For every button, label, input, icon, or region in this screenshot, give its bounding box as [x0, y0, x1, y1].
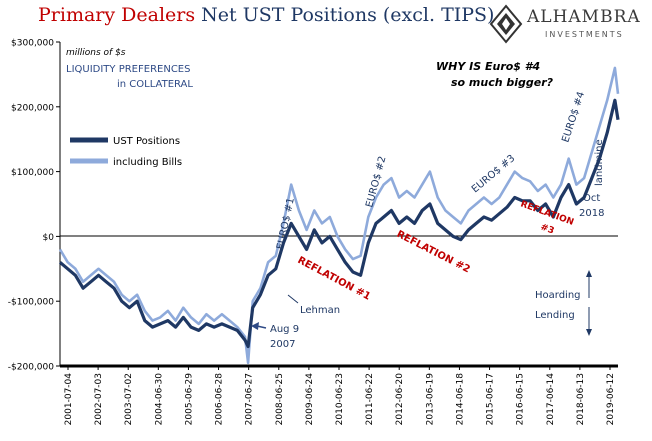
euro3-label: EURO$ #3 [470, 153, 517, 195]
x-tick-label: 2019-06-12 [606, 373, 616, 425]
y-tick-label: -$100,000 [8, 298, 54, 308]
y-tick-label: $300,000 [11, 39, 54, 49]
lehman-label: Lehman [300, 305, 340, 316]
x-tick-label: 2007-06-27 [245, 373, 255, 425]
x-tick-label: 2013-06-19 [425, 373, 435, 426]
x-tick-label: 2001-07-04 [64, 373, 74, 426]
y-tick-label: -$200,000 [8, 363, 54, 373]
hoarding-arrow-icon [586, 270, 592, 277]
x-tick-label: 2012-06-20 [395, 373, 405, 426]
series-layer [58, 66, 620, 365]
y-tick-group: $300,000 $200,000 $100,000 $0 -$100,000 -$200… [8, 39, 60, 373]
aug9-arrow-line [256, 325, 267, 329]
lehman-arrow [287, 294, 299, 304]
x-tick-label: 2002-07-03 [94, 373, 104, 425]
x-tick-label: 2008-06-25 [275, 373, 285, 425]
reflation3-line2: #3 [539, 222, 555, 236]
euro1-label: EURO$ #1 [275, 197, 297, 251]
x-tick-label: 2005-06-29 [184, 373, 194, 426]
legend-title-line1: LIQUIDITY PREFERENCES [66, 64, 190, 75]
legend-label-ust: UST Positions [113, 136, 180, 147]
x-tick-label: 2014-06-18 [455, 373, 465, 426]
oct-line2: 2018 [579, 208, 604, 219]
logo-name: ALHAMBRA [527, 7, 641, 27]
alhambra-logo-icon [489, 4, 523, 44]
question-line1: WHY IS Euro$ #4 [436, 60, 540, 73]
lending-arrow-icon [586, 329, 592, 336]
y-tick-label: $100,000 [11, 168, 54, 178]
series-line-including-bills [58, 66, 620, 365]
euro2-label: EURO$ #2 [364, 155, 388, 209]
x-tick-label: 2004-06-30 [154, 373, 164, 426]
aug9-line1: Aug 9 [270, 324, 299, 335]
x-tick-label: 2015-06-17 [486, 373, 496, 425]
aug9-arrow-icon [251, 322, 259, 330]
logo-subtitle: INVESTMENTS [545, 30, 624, 39]
lending-label: Lending [535, 310, 575, 321]
hoarding-label: Hoarding [535, 290, 581, 301]
oct-line1: Oct [583, 193, 600, 204]
reflation1-label: REFLATION #1 [296, 255, 373, 303]
alhambra-logo: ALHAMBRA INVESTMENTS [487, 2, 652, 48]
chart-title: Primary Dealers Net UST Positions (excl.… [38, 4, 494, 26]
landmine-label: landmine [594, 139, 605, 186]
aug9-line2: 2007 [270, 339, 295, 350]
euro4-label: EURO$ #4 [560, 90, 587, 144]
x-tick-label: 2006-06-28 [215, 373, 225, 426]
x-tick-label: 2011-06-22 [365, 373, 375, 425]
title-primary-dealers: Primary Dealers [38, 4, 196, 26]
y-tick-label: $200,000 [11, 103, 54, 113]
units-label: millions of $s [66, 48, 126, 58]
legend-label-bills: including Bills [113, 157, 182, 168]
series-line-ust-positions [58, 98, 620, 349]
x-tick-label: 2018-06-13 [576, 373, 586, 425]
legend: UST Positions including Bills [70, 136, 182, 168]
x-tick-label: 2017-06-14 [546, 373, 556, 426]
x-tick-label: 2009-06-24 [305, 373, 315, 426]
x-tick-group: 2001-07-04 2002-07-03 2003-07-02 2004-06-30… [64, 366, 616, 425]
y-tick-label: $0 [43, 233, 55, 243]
x-tick-label: 2010-06-23 [335, 373, 345, 425]
x-tick-label: 2003-07-02 [124, 373, 134, 425]
title-net-ust: Net UST Positions (excl. TIPS) [201, 4, 495, 26]
x-tick-label: 2016-06-15 [516, 373, 526, 425]
question-line2: so much bigger? [451, 76, 554, 89]
legend-title-line2: in COLLATERAL [117, 79, 193, 90]
